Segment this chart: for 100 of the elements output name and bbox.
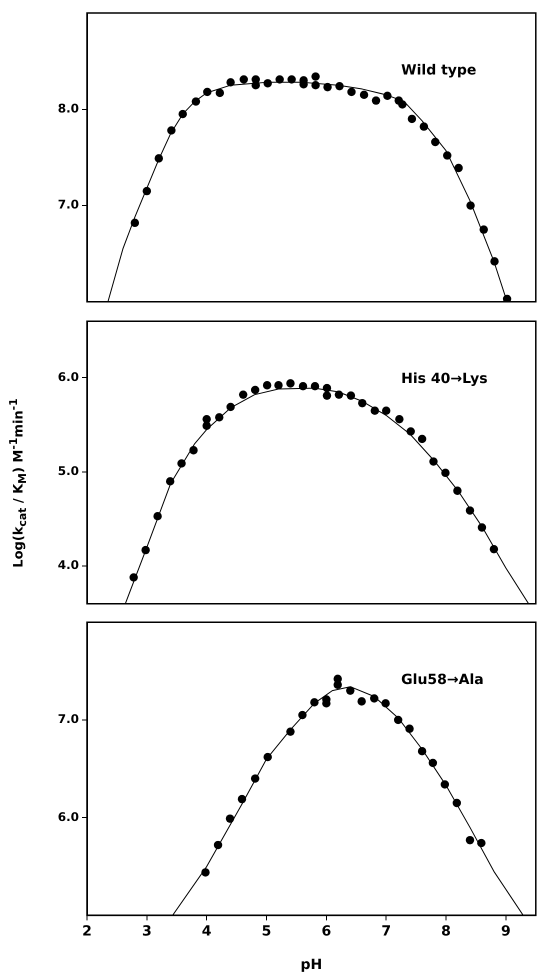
- point: [502, 294, 512, 302]
- point: [166, 477, 174, 486]
- point: [275, 75, 284, 84]
- point: [477, 838, 486, 848]
- point: [466, 506, 474, 515]
- point: [298, 382, 308, 390]
- point: [322, 384, 332, 392]
- point: [203, 88, 212, 96]
- point: [381, 699, 390, 708]
- y-tick-label: 6.0: [58, 370, 79, 384]
- point: [490, 544, 498, 554]
- point: [177, 459, 186, 468]
- point: [264, 79, 272, 88]
- point: [238, 794, 246, 804]
- point: [418, 434, 426, 444]
- point: [311, 81, 320, 90]
- point: [443, 151, 452, 160]
- point: [406, 427, 415, 436]
- point: [466, 836, 474, 844]
- point: [141, 546, 150, 554]
- point: [226, 814, 234, 823]
- point: [129, 573, 138, 582]
- point: [264, 752, 272, 762]
- point: [372, 96, 380, 105]
- point: [192, 97, 200, 106]
- point: [310, 698, 319, 707]
- point: [178, 110, 187, 118]
- point: [250, 386, 260, 394]
- point: [408, 114, 416, 124]
- point: [383, 92, 392, 100]
- point: [298, 710, 307, 720]
- x-tick-label: 8: [441, 923, 451, 940]
- point: [334, 390, 344, 399]
- y-tick-label: 7.0: [58, 712, 79, 726]
- x-axis-title: pH: [300, 957, 322, 974]
- point: [395, 414, 404, 424]
- point: [360, 90, 368, 100]
- point: [335, 82, 344, 90]
- point: [358, 398, 366, 408]
- point: [153, 512, 162, 520]
- point: [322, 391, 332, 400]
- point: [167, 126, 176, 135]
- point: [454, 164, 463, 172]
- point: [286, 379, 295, 388]
- point: [394, 716, 402, 724]
- x-tick-label: 6: [321, 923, 332, 940]
- point: [382, 406, 390, 415]
- y-tick-label: 5.0: [58, 464, 79, 478]
- text: His 40→Lys: [401, 370, 488, 387]
- point: [478, 523, 486, 532]
- point: [240, 75, 248, 84]
- text: Glu58→Ala: [401, 672, 484, 688]
- point: [201, 868, 210, 877]
- point: [226, 402, 235, 412]
- text: Wild type: [401, 62, 476, 79]
- point: [323, 82, 332, 92]
- point: [429, 457, 438, 466]
- point: [490, 257, 499, 266]
- point: [215, 413, 224, 422]
- point: [274, 381, 283, 390]
- point: [238, 390, 248, 399]
- x-tick-label: 5: [262, 923, 272, 940]
- point: [453, 486, 462, 495]
- y-tick-label: 6.0: [58, 810, 79, 824]
- x-tick-label: 3: [142, 923, 152, 940]
- point: [346, 686, 354, 695]
- point: [357, 697, 366, 706]
- y-tick-label: 7.0: [58, 198, 79, 212]
- point: [286, 727, 295, 736]
- point: [287, 75, 296, 84]
- y-tick-label: 8.0: [58, 101, 79, 116]
- x-tick-label: 7: [381, 923, 392, 940]
- point: [142, 186, 152, 196]
- y-tick-label: 4.0: [58, 558, 79, 572]
- point: [202, 414, 211, 424]
- point: [370, 694, 378, 703]
- x-tick-label: 4: [202, 923, 212, 940]
- point: [311, 72, 320, 81]
- x-tick-label: 2: [82, 923, 92, 940]
- point: [252, 81, 260, 90]
- point: [346, 391, 356, 400]
- point: [428, 758, 438, 768]
- point: [154, 154, 164, 163]
- point: [216, 88, 224, 98]
- point: [370, 406, 380, 415]
- point: [466, 201, 475, 210]
- point: [226, 78, 235, 87]
- point: [334, 680, 342, 689]
- x-tick-label: 9: [501, 923, 511, 940]
- point: [130, 218, 140, 228]
- point: [398, 100, 407, 109]
- point: [452, 798, 462, 808]
- point: [310, 382, 320, 390]
- point: [214, 840, 222, 850]
- point: [480, 225, 488, 234]
- point: [441, 468, 450, 478]
- point: [262, 381, 272, 390]
- point: [189, 446, 198, 454]
- point: [420, 122, 428, 131]
- point: [405, 724, 414, 733]
